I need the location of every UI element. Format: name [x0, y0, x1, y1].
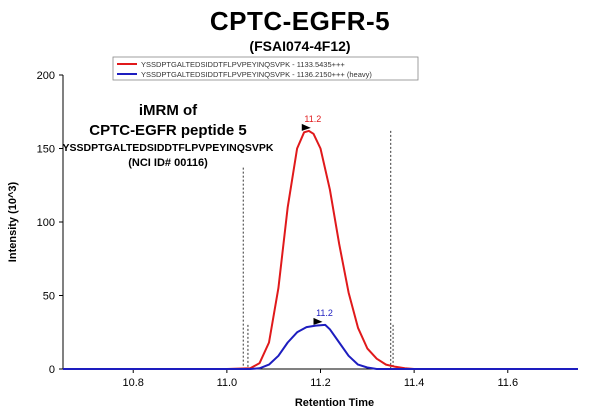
- peak-label: 11.2: [304, 114, 321, 124]
- x-tick-label: 10.8: [123, 377, 144, 389]
- x-axis-label: Retention Time: [295, 397, 374, 409]
- y-tick-label: 50: [43, 291, 55, 303]
- legend-box: [112, 56, 419, 81]
- chart-subtitle: (FSAI074-4F12): [249, 38, 351, 54]
- annotation-line4: (NCI ID# 00116): [128, 157, 208, 169]
- x-tick-label: 11.4: [404, 377, 425, 389]
- legend-entry: YSSDPTGALTEDSIDDTFLPVPEYINQSVPK - 1133.5…: [141, 60, 345, 69]
- x-tick-label: 11.0: [217, 377, 238, 389]
- annotation-line2: CPTC-EGFR peptide 5: [89, 122, 247, 139]
- series-line-2: [63, 323, 578, 370]
- annotation-line1: iMRM of: [138, 102, 198, 119]
- peak-marker: [313, 317, 323, 325]
- y-tick-label: 100: [37, 217, 55, 229]
- y-tick-label: 150: [37, 144, 55, 156]
- peak-label: 11.2: [316, 308, 333, 318]
- chart-title: CPTC-EGFR-5: [209, 6, 391, 36]
- y-tick-label: 200: [37, 70, 55, 82]
- y-tick-label: 0: [49, 364, 55, 376]
- annotation-line3: YSSDPTGALTEDSIDDTFLPVPEYINQSVPK: [62, 142, 274, 154]
- y-axis-label: Intensity (10^3): [7, 181, 19, 262]
- series-line-1: [63, 129, 578, 370]
- legend-entry: YSSDPTGALTEDSIDDTFLPVPEYINQSVPK - 1136.2…: [141, 70, 372, 79]
- x-tick-label: 11.6: [497, 377, 518, 389]
- x-tick-label: 11.2: [310, 377, 331, 389]
- peak-marker: [301, 123, 311, 131]
